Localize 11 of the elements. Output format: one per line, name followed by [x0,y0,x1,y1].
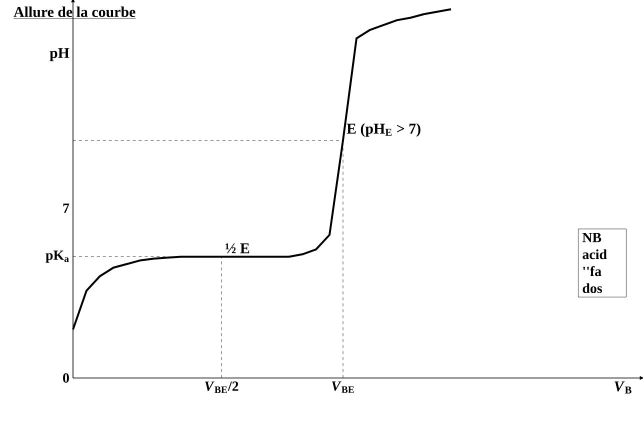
chart-title: Allure de la courbe [14,6,136,18]
y-tick-label: pK$_{a}$ [46,250,69,263]
x-tick-label: V$_{BE}$/2 [205,382,238,393]
y-tick-label: 7 [63,204,70,213]
y-tick-label: 0 [63,373,69,383]
annotation: NB acid ''fa dos [582,232,607,294]
annotation: E (pH$_{E}$ > 7) [346,123,420,137]
x-axis-title: V$_{B}$ [614,382,632,394]
annotation: ½ E [226,243,250,254]
y-axis-title: pH [50,48,70,62]
x-tick-label: V$_{BE}$ [332,382,354,393]
